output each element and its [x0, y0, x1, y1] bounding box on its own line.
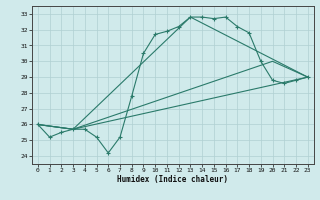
X-axis label: Humidex (Indice chaleur): Humidex (Indice chaleur)	[117, 175, 228, 184]
